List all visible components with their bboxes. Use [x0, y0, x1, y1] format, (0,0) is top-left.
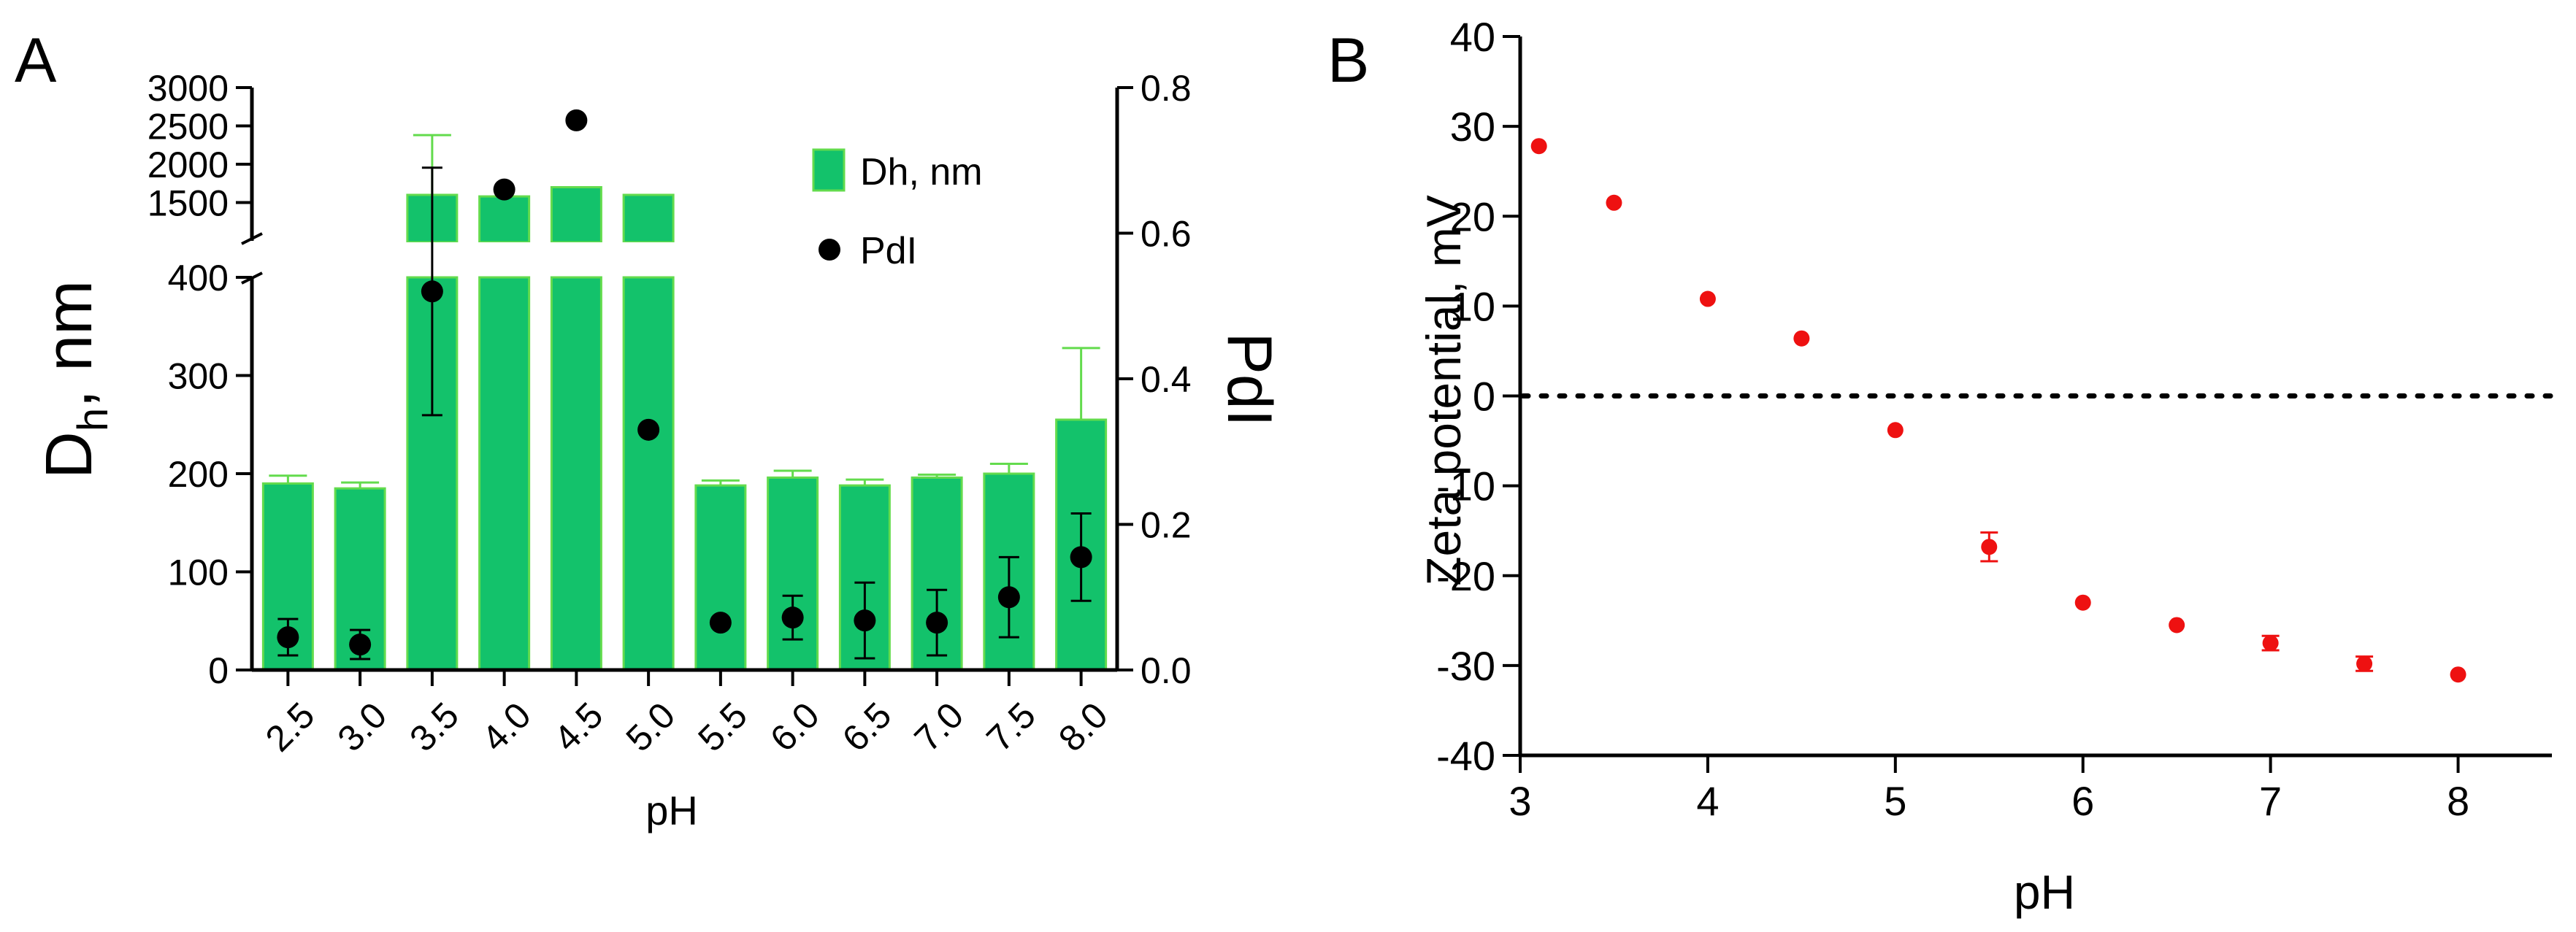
x-tick-label: 3.5 [402, 695, 467, 760]
pdi-point [926, 612, 948, 634]
y-tick-label: 200 [168, 454, 229, 495]
legend-label-pdi: PdI [860, 230, 917, 272]
panel-b: B 40 30 20 10 0 -10 -20 -30 -40 3 4 5 6 7 8 pH Zeta po… [1327, 14, 2555, 919]
legend-marker-pdi [819, 239, 840, 261]
y-tick-label: 100 [168, 552, 229, 593]
pdi-points [277, 109, 1092, 661]
x-tick-label: 7.5 [978, 695, 1043, 760]
panel-b-y-axis-label: Zeta potential, mV [1417, 195, 1471, 586]
y-tick-label: 2000 [147, 145, 229, 185]
pdi-point [781, 606, 804, 629]
dh-bar [478, 276, 531, 671]
y-tick-label: 30 [1450, 104, 1495, 150]
legend-swatch-dh [812, 148, 846, 192]
pdi-point [349, 633, 372, 656]
dh-bar [550, 276, 602, 671]
x-tick-label: 6 [2071, 778, 2094, 824]
zeta-point [1793, 330, 1810, 347]
dh-bar-upper [478, 195, 531, 244]
x-tick-label: 5.5 [690, 695, 755, 760]
y-tick-label: 40 [1450, 14, 1495, 60]
x-tick-label: 5 [1884, 778, 1906, 824]
x-tick-label: 4.0 [474, 695, 539, 760]
pdi-point [277, 626, 299, 649]
pdi-point [997, 586, 1020, 609]
dh-bars [255, 134, 1114, 671]
zeta-point [2356, 655, 2373, 672]
y-tick-label: 1500 [147, 183, 229, 224]
panel-a-y-axis-label: Dh, nm [33, 280, 117, 479]
panel-b-axes: 40 30 20 10 0 -10 -20 -30 -40 3 4 5 6 7 8 [1436, 14, 2555, 824]
pdi-point [565, 109, 588, 131]
zeta-point [2169, 617, 2185, 633]
y-tick-label: 0 [1473, 374, 1495, 420]
pdi-point [493, 178, 515, 201]
zeta-point [1699, 290, 1716, 307]
y2-tick-label: 0.2 [1141, 505, 1192, 546]
y-tick-label: 20 [1450, 193, 1495, 239]
zeta-point [2074, 594, 2091, 611]
x-tick-label: 8.0 [1051, 695, 1116, 760]
zeta-point [1981, 539, 1998, 555]
dh-bar-upper [550, 186, 602, 244]
y-tick-label: 3000 [147, 68, 229, 109]
zeta-point [1606, 194, 1622, 211]
zeta-points [1530, 138, 2466, 683]
x-tick-label: 7.0 [907, 695, 972, 760]
x-tick-label: 6.5 [835, 695, 900, 760]
y-tick-label: -30 [1436, 643, 1495, 689]
y-tick-label: 0 [208, 650, 229, 691]
zeta-point [2262, 635, 2279, 652]
pdi-point [421, 280, 443, 303]
axis-break-mark [241, 232, 263, 245]
y-tick-label: 2500 [147, 107, 229, 147]
y-tick-label: 300 [168, 356, 229, 397]
dh-bar [694, 484, 747, 671]
x-tick-label: 2.5 [258, 695, 323, 760]
panel-b-x-axis-label: pH [2014, 865, 2075, 919]
panel-a-label: A [15, 26, 57, 96]
y-tick-label: -20 [1436, 553, 1495, 599]
x-tick-label: 5.0 [618, 695, 683, 760]
pdi-point [854, 609, 876, 632]
dh-bar [767, 476, 819, 671]
zeta-point [1530, 138, 1547, 155]
x-tick-label: 3.0 [330, 695, 395, 760]
y-tick-label: -10 [1436, 463, 1495, 509]
pdi-point [637, 418, 660, 441]
x-tick-label: 4 [1696, 778, 1719, 824]
x-tick-label: 8 [2447, 778, 2469, 824]
pdi-point [709, 612, 732, 634]
panel-b-label: B [1327, 26, 1369, 96]
x-tick-label: 7 [2259, 778, 2282, 824]
y-tick-label: 400 [168, 258, 229, 299]
axis-break-gap [255, 242, 1114, 276]
x-tick-label: 3 [1509, 778, 1531, 824]
zeta-point [1887, 422, 1904, 439]
legend: Dh, nm PdI [812, 148, 983, 272]
panel-a-x-axis-label: pH [645, 787, 698, 833]
y2-tick-label: 0.0 [1141, 650, 1192, 691]
y-tick-label: -40 [1436, 733, 1495, 779]
pdi-point [1070, 546, 1092, 569]
y2-tick-label: 0.6 [1141, 214, 1192, 255]
x-tick-label: 4.5 [546, 695, 611, 760]
zeta-point [2450, 666, 2466, 683]
y-tick-label: 10 [1450, 283, 1495, 329]
y2-tick-label: 0.4 [1141, 359, 1192, 400]
x-tick-label: 6.0 [762, 695, 827, 760]
legend-label-dh: Dh, nm [860, 151, 983, 193]
dh-bar-upper [622, 193, 675, 244]
dh-bar [622, 276, 675, 671]
y2-tick-label: 0.8 [1141, 68, 1192, 109]
panel-a-y2-axis-label: PdI [1214, 332, 1284, 426]
